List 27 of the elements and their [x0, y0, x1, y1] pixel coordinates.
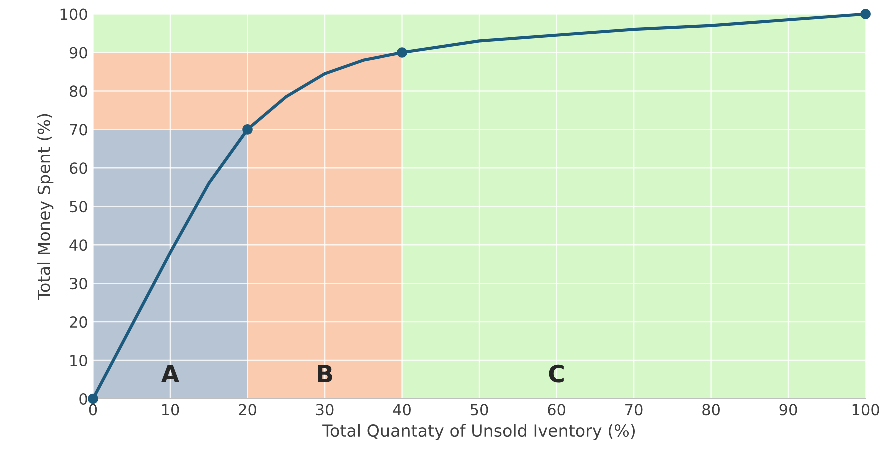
- x-tick-label: 20: [239, 404, 256, 416]
- y-tick-label: 0: [80, 393, 88, 406]
- y-axis-title: Total Money Spent (%): [38, 114, 54, 300]
- x-tick-label: 50: [470, 404, 488, 416]
- y-tick-label: 70: [70, 124, 88, 136]
- x-tick-label: 40: [393, 404, 411, 416]
- x-tick-label: 90: [780, 404, 798, 416]
- x-tick-label: 100: [852, 404, 880, 416]
- annotation: B: [318, 365, 332, 382]
- y-tick-label: 100: [60, 8, 88, 20]
- y-tick-label: 80: [70, 86, 88, 98]
- y-tick-label: 50: [70, 201, 88, 213]
- x-tick-label: 60: [548, 404, 566, 416]
- y-tick-label: 30: [70, 278, 88, 290]
- x-tick-label: 0: [89, 404, 98, 416]
- annotation: C: [549, 364, 564, 383]
- x-tick-label: 10: [162, 404, 180, 416]
- y-tick-label: 10: [70, 354, 88, 367]
- y-tick-label: 60: [70, 162, 88, 174]
- y-tick-label: 40: [70, 240, 88, 252]
- x-tick-label: 70: [626, 404, 643, 416]
- x-axis-title: Total Quantaty of Unsold Iventory (%): [322, 424, 635, 440]
- x-tick-label: 30: [316, 404, 334, 416]
- annotation: A: [161, 365, 180, 382]
- y-tick-label: 20: [70, 316, 88, 328]
- y-tick-label: 90: [70, 47, 88, 59]
- x-tick-label: 80: [702, 404, 720, 416]
